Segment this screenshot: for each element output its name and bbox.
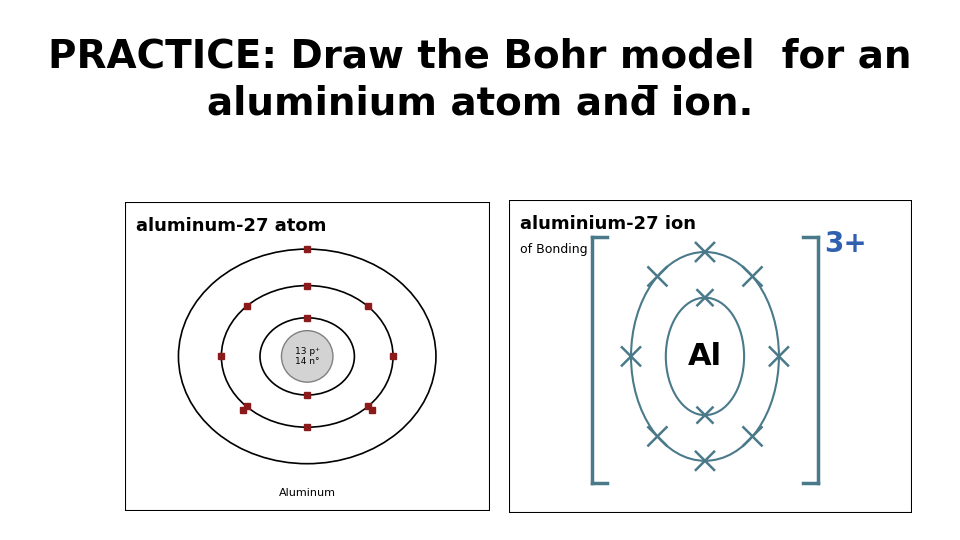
Text: aluminum-27 atom: aluminum-27 atom xyxy=(135,217,325,235)
Text: aluminium-27 ion: aluminium-27 ion xyxy=(520,215,696,233)
Text: 3+: 3+ xyxy=(825,230,867,258)
Circle shape xyxy=(281,330,333,382)
Text: of Bonding: of Bonding xyxy=(520,244,588,256)
Text: PRACTICE: Draw the Bohr model  for an
aluminium atom and̅ ion.: PRACTICE: Draw the Bohr model for an alu… xyxy=(48,38,912,123)
Text: 13 p⁺
14 n°: 13 p⁺ 14 n° xyxy=(295,347,320,366)
Text: Aluminum: Aluminum xyxy=(278,488,336,498)
Text: Al: Al xyxy=(688,342,722,371)
